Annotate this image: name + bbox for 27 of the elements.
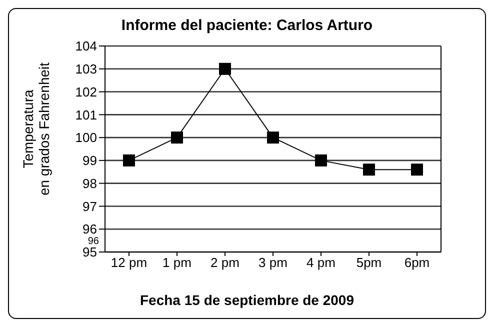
point bbox=[219, 62, 231, 75]
x-tick-label: 12 pm bbox=[110, 255, 148, 270]
y-tick-label: 100 bbox=[75, 130, 97, 146]
x-tick-label: 2 pm bbox=[210, 255, 240, 270]
point bbox=[171, 132, 183, 144]
y-tick-label: 103 bbox=[75, 62, 97, 77]
x-tick-label: 4 pm bbox=[306, 255, 336, 270]
point bbox=[363, 164, 375, 176]
x-tick-label: 1 pm bbox=[162, 255, 192, 270]
x-axis-title: Fecha 15 de septiembre de 2009 bbox=[139, 292, 355, 308]
x-tick-label: 6pm bbox=[404, 255, 430, 270]
point bbox=[267, 132, 279, 144]
y-tick-label: 99 bbox=[82, 153, 97, 168]
y-tick-label: 102 bbox=[75, 84, 97, 100]
x-tick-label: 3 pm bbox=[258, 255, 288, 270]
x-tick-label: 5pm bbox=[356, 255, 382, 270]
point bbox=[315, 154, 327, 166]
y-tick-label: 101 bbox=[75, 107, 97, 122]
y-tick-label: 104 bbox=[75, 38, 97, 54]
point bbox=[123, 154, 135, 166]
chart-title: Informe del paciente: Carlos Arturo bbox=[120, 17, 374, 34]
y-axis-title: Temperatura en grados Fahrenheit bbox=[20, 62, 52, 196]
y-tick-label: 98 bbox=[82, 176, 97, 191]
point bbox=[411, 164, 423, 176]
y-tick-label: 97 bbox=[82, 198, 97, 214]
y-tick-label: 96 bbox=[82, 222, 97, 237]
y-tick-label: 95 bbox=[82, 244, 97, 260]
